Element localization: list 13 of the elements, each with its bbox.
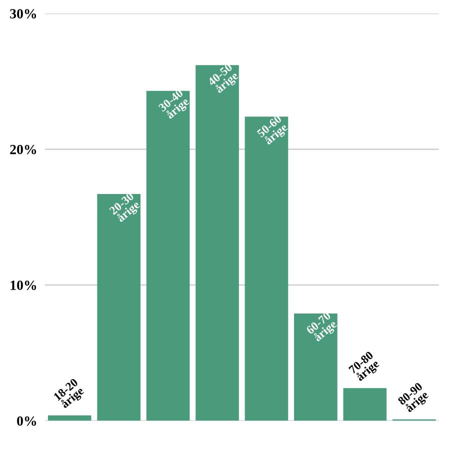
y-tick-label: 30%: [10, 9, 36, 18]
bar: [48, 415, 92, 421]
x-tick-label: 60-70 årige: [306, 311, 339, 344]
y-tick-label: 20%: [10, 144, 36, 154]
x-tick-label: 40-50 årige: [207, 62, 240, 96]
bar: [97, 194, 140, 421]
y-tick-label: 10%: [10, 280, 36, 290]
bar: [196, 65, 239, 421]
y-tick-label: 0%: [17, 416, 36, 426]
bar: [244, 116, 288, 421]
bar: [343, 388, 387, 421]
bar: [146, 90, 190, 421]
bar: [294, 314, 338, 421]
